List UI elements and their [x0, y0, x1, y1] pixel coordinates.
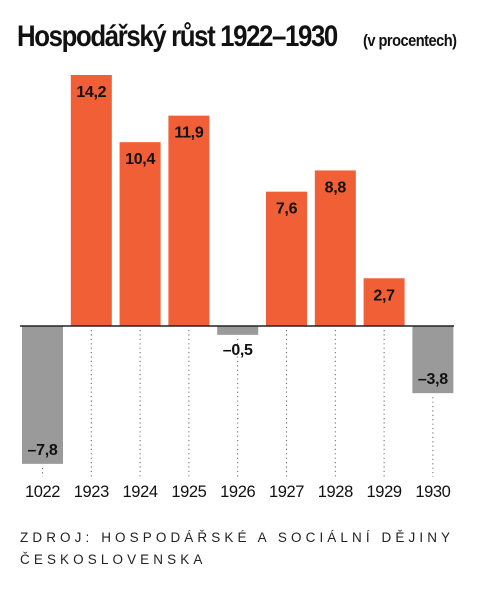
bar: [314, 170, 356, 326]
bar: [363, 278, 405, 326]
bar: [217, 326, 259, 335]
bar: [119, 142, 161, 326]
data-label: –3,8: [418, 371, 448, 388]
data-label: 7,6: [276, 201, 298, 218]
x-tick-label: 1924: [123, 483, 158, 501]
bar: [22, 326, 63, 464]
data-label: 10,4: [125, 151, 155, 168]
source-note: ZDROJ: HOSPODÁŘSKÉ A SOCIÁLNÍ DĚJINY ČES…: [20, 530, 454, 567]
x-tick-label: 1925: [171, 483, 206, 501]
chart-title: Hospodářský růst 1922–1930: [17, 20, 338, 53]
bar: [168, 115, 210, 326]
x-tick-label: 1929: [367, 483, 402, 501]
x-tick-label: 1928: [318, 483, 353, 501]
bar: [412, 326, 454, 394]
data-label: 11,9: [174, 125, 203, 142]
bar: [266, 191, 307, 326]
x-tick-label: 1022: [25, 483, 60, 501]
data-label: –7,8: [28, 442, 58, 459]
data-label: 14,2: [76, 84, 106, 101]
bar: [70, 75, 112, 326]
bar-chart: –7,8 1022 14,2 1923 10,4 1924 11,9 1925 –0,5 1926…: [20, 75, 454, 501]
data-label: –0,5: [223, 342, 253, 359]
x-tick-label: 1927: [269, 483, 304, 501]
x-tick-label: 1926: [220, 483, 255, 501]
x-tick-label: 1923: [74, 483, 109, 501]
data-label: 8,8: [325, 179, 347, 196]
data-label: 2,7: [373, 287, 395, 304]
chart-title-row: Hospodářský růst 1922–1930 (v procentech…: [17, 20, 472, 54]
chart-subtitle: (v procentech): [363, 31, 457, 50]
x-tick-label: 1930: [415, 483, 450, 501]
